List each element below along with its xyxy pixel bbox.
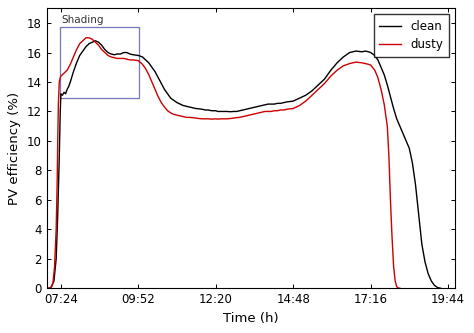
- Line: dusty: dusty: [48, 38, 400, 288]
- dusty: [397, 286, 403, 290]
- Line: clean: clean: [48, 41, 441, 288]
- clean: [105, 51, 111, 55]
- X-axis label: Time (h): Time (h): [223, 312, 279, 325]
- clean: [438, 286, 444, 290]
- dusty: [46, 286, 51, 290]
- Text: Shading: Shading: [62, 15, 104, 25]
- dusty: [52, 264, 57, 268]
- Bar: [60, 28, 139, 98]
- Y-axis label: PV efficiency (%): PV efficiency (%): [9, 92, 21, 205]
- clean: [290, 99, 296, 103]
- clean: [428, 279, 434, 283]
- dusty: [83, 36, 89, 40]
- clean: [363, 49, 368, 53]
- clean: [46, 286, 51, 290]
- dusty: [386, 154, 392, 158]
- clean: [92, 39, 98, 43]
- dusty: [347, 62, 353, 66]
- Legend: clean, dusty: clean, dusty: [374, 14, 449, 57]
- dusty: [50, 280, 56, 284]
- dusty: [136, 59, 141, 63]
- clean: [127, 52, 133, 56]
- dusty: [290, 107, 296, 111]
- clean: [237, 109, 243, 113]
